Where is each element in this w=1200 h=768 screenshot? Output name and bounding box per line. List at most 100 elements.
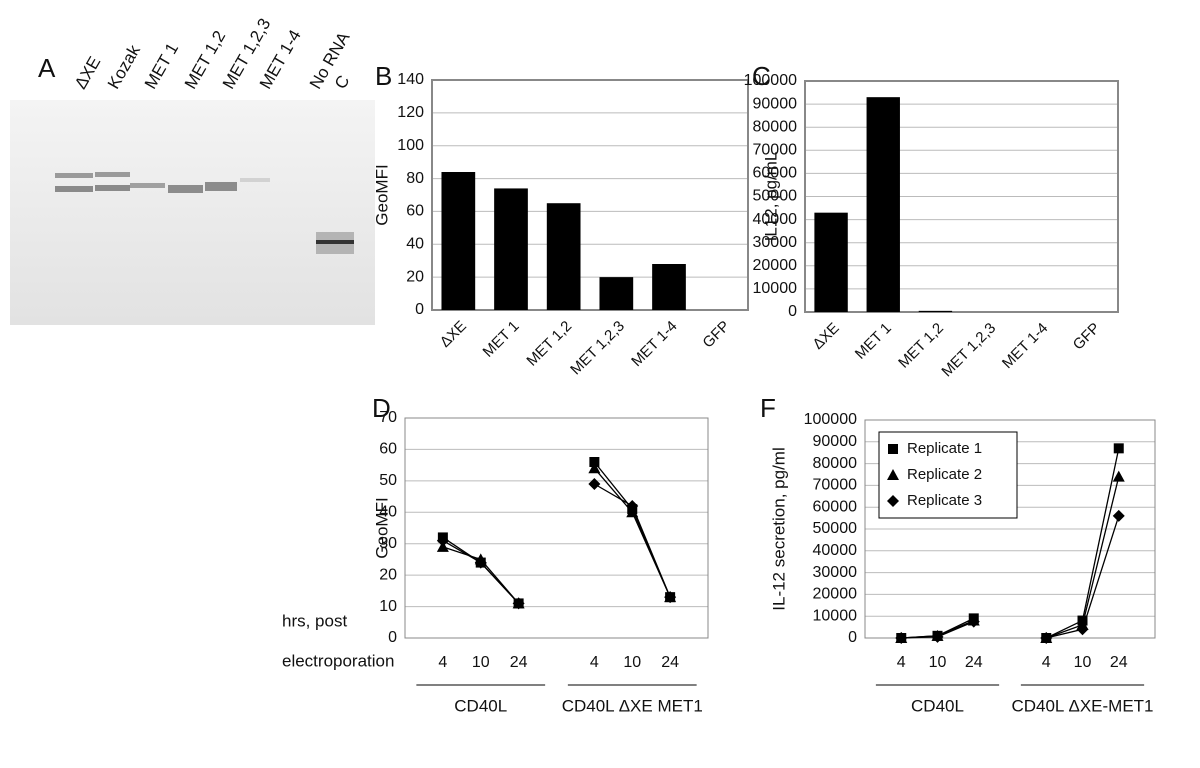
plot-frame <box>404 417 709 639</box>
x-tick-label: MET 1-4 <box>628 318 681 371</box>
bar <box>494 188 528 310</box>
y-tick-label: 90000 <box>813 433 858 450</box>
marker <box>1040 632 1053 644</box>
plot-frame <box>864 419 1156 639</box>
chart-panel: C IL12, pg/mL 0 10000 20000 30000 40000 50000 60… <box>744 61 1119 381</box>
bar <box>814 212 848 312</box>
lane-label: C <box>331 72 354 92</box>
group-label: CD40L ΔXE MET1 <box>562 696 703 715</box>
x-tick-label: 10 <box>623 654 641 671</box>
series-line <box>901 515 1120 639</box>
x-tick-label: MET 1 <box>480 318 523 361</box>
x-tick-label: MET 1,2 <box>523 318 575 370</box>
x-tick-label: MET 1 <box>852 320 895 363</box>
marker <box>931 630 944 643</box>
x-tick-label: 24 <box>510 654 528 671</box>
y-tick-label: 10000 <box>753 280 798 297</box>
marker <box>1076 623 1089 636</box>
y-tick-label: 100 <box>397 137 424 154</box>
legend-label: Replicate 2 <box>907 466 982 483</box>
marker <box>626 500 639 512</box>
y-tick-label: 20000 <box>813 586 858 603</box>
y-tick-label: 20 <box>406 268 424 285</box>
y-tick-label: 70 <box>379 409 397 426</box>
y-tick-label: 30 <box>379 535 397 552</box>
x-axis-label: electroporation <box>282 651 394 670</box>
bar <box>918 310 953 312</box>
marker <box>589 457 600 467</box>
marker <box>1112 470 1125 482</box>
y-tick-label: 80000 <box>813 455 858 472</box>
group-label: CD40L ΔXE-MET1 <box>1011 696 1153 715</box>
bar <box>866 97 900 312</box>
y-tick-label: 20000 <box>753 257 798 274</box>
gel-image: A <box>10 53 375 325</box>
lane-label: ΔXE <box>71 53 104 92</box>
x-tick-label: ΔXE <box>809 320 842 353</box>
y-tick-label: 50 <box>379 472 397 489</box>
marker <box>888 444 898 454</box>
panel-label: B <box>375 61 392 91</box>
y-tick-label: 10 <box>379 598 397 615</box>
x-tick-label: 24 <box>1110 654 1128 671</box>
y-tick-label: 80000 <box>753 118 798 135</box>
x-tick-label: GFP <box>699 318 733 352</box>
y-tick-label: 60000 <box>753 165 798 182</box>
plot-frame <box>431 79 749 311</box>
x-tick-label: 10 <box>1074 654 1092 671</box>
y-axis-label: IL-12 secretion, pg/ml <box>769 447 788 610</box>
x-tick-label: 4 <box>438 654 447 671</box>
y-tick-label: 40000 <box>813 542 858 559</box>
series-line <box>442 467 671 604</box>
group-label: CD40L <box>454 696 507 715</box>
y-tick-label: 140 <box>397 71 424 88</box>
y-axis-label: GeoMFI <box>372 497 391 558</box>
y-tick-label: 50000 <box>813 520 858 537</box>
y-tick-label: 40000 <box>753 211 798 228</box>
chart-panel: D GeoMFI 0 10 20 30 40 50 60 70 4 10 24 4 10 24 CD40L CD4… <box>282 393 709 715</box>
lane-label: MET 1 <box>141 40 182 93</box>
series-line <box>442 461 671 604</box>
marker <box>1113 443 1124 454</box>
bar <box>546 203 581 310</box>
x-tick-label: MET 1,2,3 <box>938 320 999 381</box>
y-tick-label: 0 <box>388 629 397 646</box>
bar <box>652 264 686 310</box>
legend-box <box>878 431 1018 519</box>
plot-frame <box>804 80 1119 313</box>
x-tick-label: 24 <box>661 654 679 671</box>
y-axis-label: GeoMFI <box>372 164 391 225</box>
marker <box>1112 509 1125 522</box>
marker <box>436 534 449 547</box>
panel-label: F <box>760 393 776 423</box>
panel-label: A <box>38 53 56 83</box>
y-tick-label: 20 <box>379 566 397 583</box>
panel-label: C <box>752 61 771 91</box>
y-tick-label: 60000 <box>813 498 858 515</box>
y-tick-label: 10000 <box>813 607 858 624</box>
marker <box>664 591 677 604</box>
x-tick-label: GFP <box>1070 320 1104 354</box>
marker <box>887 495 899 507</box>
panel-label: D <box>372 393 391 423</box>
y-tick-label: 120 <box>397 104 424 121</box>
x-tick-label: MET 1,2,3 <box>567 318 628 379</box>
y-tick-label: 60 <box>406 203 424 220</box>
y-tick-label: 40 <box>379 504 397 521</box>
bar <box>441 172 476 310</box>
chart-panel: F IL-12 secretion, pg/ml 0 10000 20000 30000 4… <box>760 393 1156 715</box>
x-tick-label: 4 <box>897 654 906 671</box>
lane-label: Kozak <box>104 41 144 92</box>
marker <box>588 478 601 490</box>
x-tick-label: ΔXE <box>437 318 470 351</box>
marker <box>512 597 525 610</box>
marker <box>588 462 601 474</box>
group-label: CD40L <box>911 696 964 715</box>
marker <box>967 615 980 628</box>
x-tick-label: 24 <box>965 654 983 671</box>
y-tick-label: 100000 <box>804 411 857 428</box>
y-tick-label: 30000 <box>813 564 858 581</box>
y-tick-label: 60 <box>379 441 397 458</box>
